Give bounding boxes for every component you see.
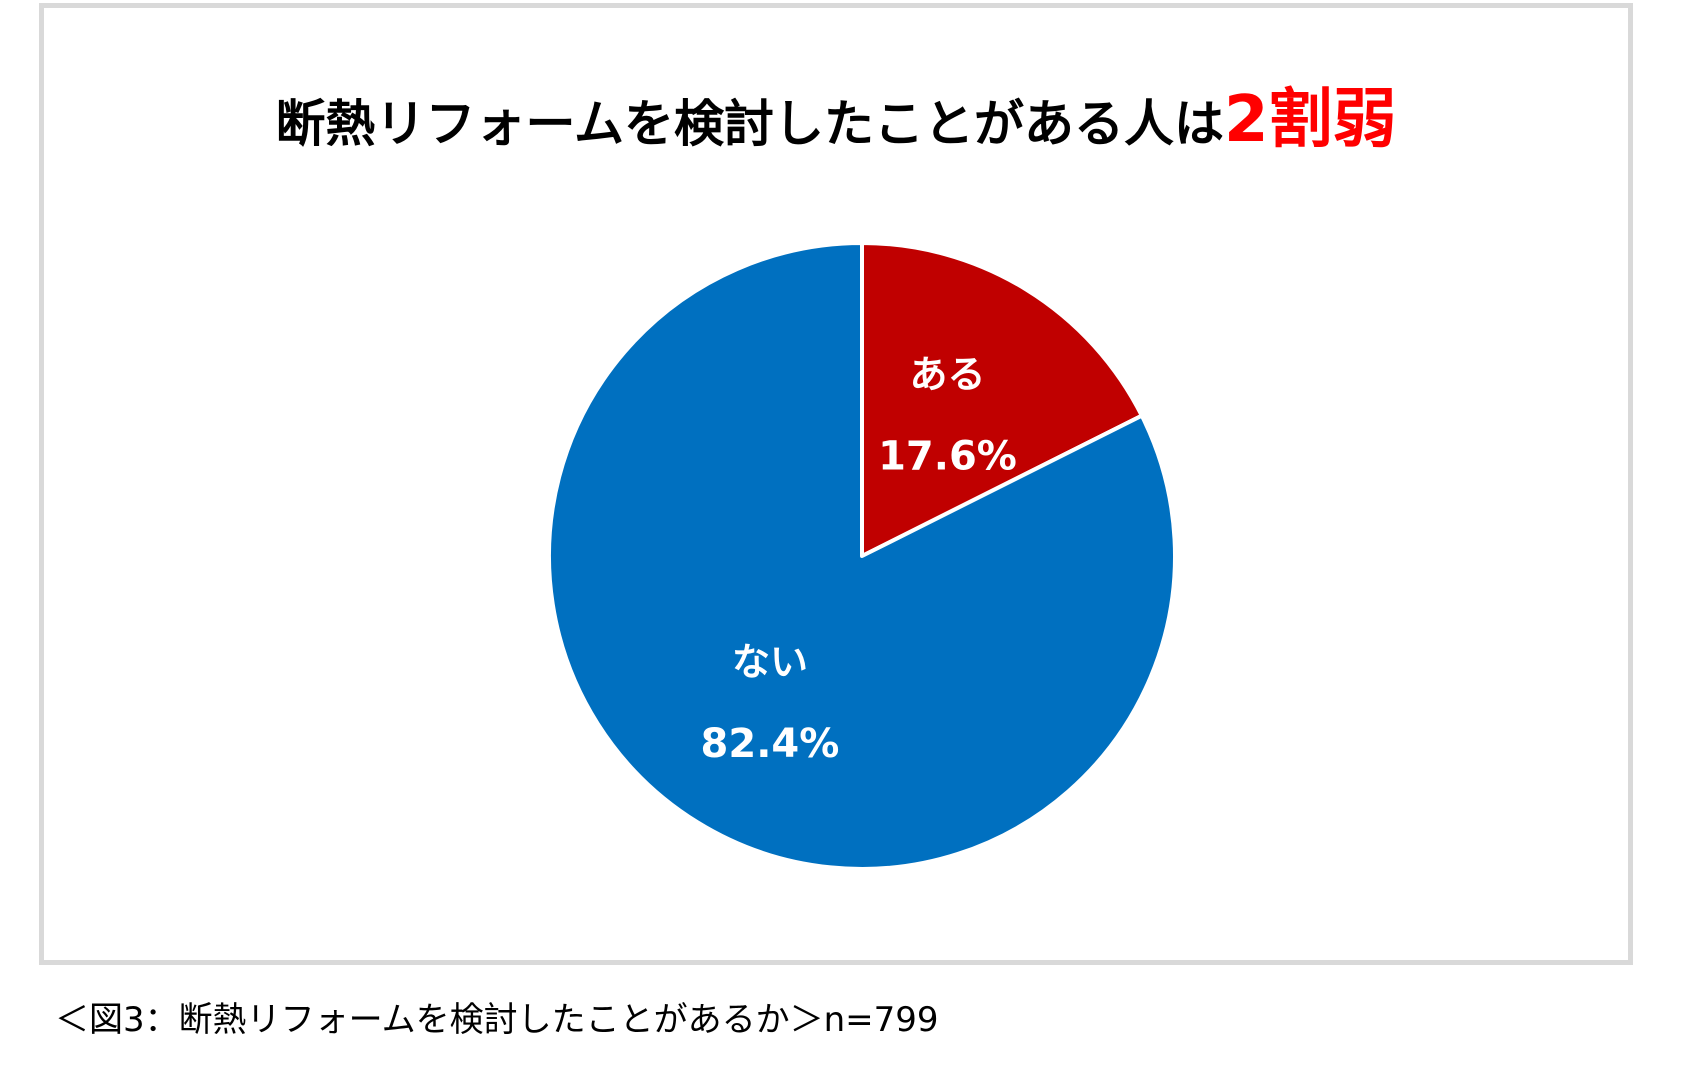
chart-title-emphasis: 2割弱 (1223, 83, 1397, 157)
slice-value-aru: 17.6% (878, 433, 1017, 479)
slice-value-nai: 82.4% (701, 721, 840, 767)
slice-label-nai: ない (732, 640, 808, 684)
chart-title: 断熱リフォームを検討したことがある人は2割弱 (44, 82, 1628, 159)
figure-caption: ＜図3：断熱リフォームを検討したことがあるか＞n=799 (55, 1000, 939, 1040)
pie-slices (547, 241, 1177, 871)
pie-slice-nai (547, 241, 1177, 871)
pie-slice-aru (860, 241, 1144, 558)
slice-label-aru: ある (909, 352, 985, 396)
chart-title-main: 断熱リフォームを検討したことがある人は (275, 95, 1224, 153)
pie-labels: ある 17.6% ない 82.4% (701, 352, 1017, 767)
